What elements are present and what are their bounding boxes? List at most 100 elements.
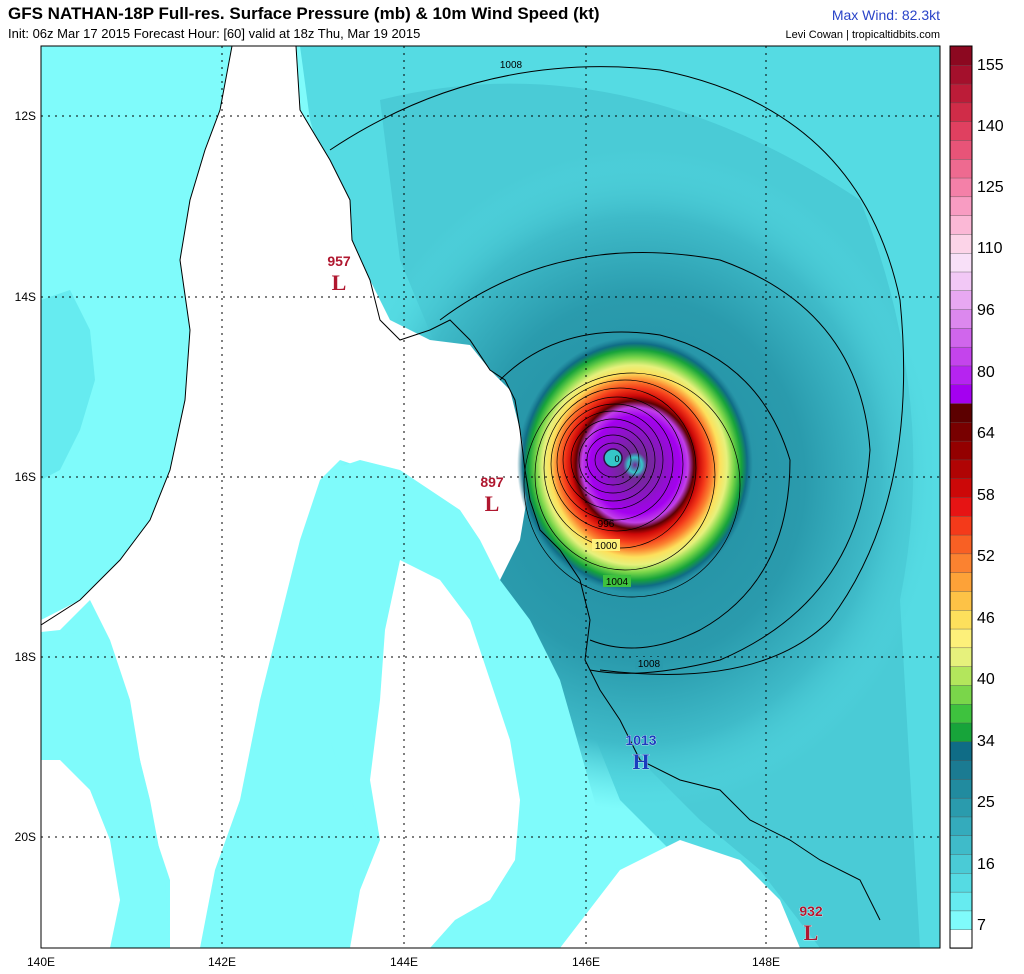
chart-title: GFS NATHAN-18P Full-res. Surface Pressur… <box>8 4 600 23</box>
colorbar-swatch <box>949 647 973 667</box>
colorbar-swatch <box>949 421 973 442</box>
wind-field-gulf-patch <box>41 290 95 480</box>
colorbar-swatch <box>949 853 973 874</box>
colorbar-tick-label: 7 <box>977 917 986 934</box>
lon-label-146e: 146E <box>572 955 600 969</box>
colorbar-swatch <box>949 590 973 611</box>
lon-label-140e: 140E <box>27 955 55 969</box>
credit-text: Levi Cowan | tropicaltidbits.com <box>785 29 940 41</box>
colorbar-swatch <box>949 402 973 423</box>
colorbar-tick-label: 125 <box>977 179 1004 196</box>
colorbar-swatch <box>949 816 973 836</box>
colorbar-swatch <box>949 308 973 329</box>
colorbar-swatch <box>949 609 973 630</box>
low-center-value: 932 <box>799 903 823 919</box>
low-center-symbol: L <box>485 491 500 516</box>
land-gulf-south <box>41 760 120 948</box>
low-center-symbol: L <box>804 920 819 945</box>
lat-label-14s: 14S <box>15 290 36 304</box>
high-center-value: 1013 <box>625 732 656 748</box>
colorbar-tick-label: 25 <box>977 794 995 811</box>
colorbar-swatch <box>949 177 973 198</box>
colorbar-swatch <box>949 872 973 893</box>
colorbar-frame <box>949 45 973 949</box>
colorbar-swatch <box>949 139 973 160</box>
colorbar-tick-label: 64 <box>977 425 995 442</box>
grid-lines <box>41 46 940 948</box>
lon-label-142e: 142E <box>208 955 236 969</box>
eye-label: 0 <box>614 454 619 464</box>
map-frame <box>40 45 941 949</box>
colorbar-swatch <box>949 64 973 85</box>
isobar-label: 1008 <box>638 659 661 670</box>
land-south-coast <box>560 840 800 948</box>
isobars-outer <box>329 66 905 675</box>
cyclone-core <box>517 337 753 593</box>
colorbar-tick-label: 96 <box>977 302 995 319</box>
colorbar-swatch <box>949 233 973 254</box>
coastline-gulf <box>41 46 233 626</box>
isobars-inner <box>523 372 741 598</box>
colorbar-swatch <box>949 571 973 592</box>
colorbar-swatch <box>949 684 973 705</box>
colorbar-swatch <box>949 478 973 498</box>
colorbar-swatch <box>949 797 973 818</box>
colorbar-swatch <box>949 83 973 104</box>
colorbar-swatch <box>949 703 973 724</box>
colorbar-swatch <box>949 271 973 291</box>
lon-label-148e: 148E <box>752 955 780 969</box>
colorbar-swatch <box>949 327 973 348</box>
lat-label-18s: 18S <box>15 650 36 664</box>
colorbar-tick-label: 140 <box>977 118 1004 135</box>
colorbar-swatch <box>949 835 973 855</box>
land-cape-york <box>41 46 530 948</box>
colorbar-swatch <box>949 891 973 912</box>
colorbar <box>949 45 973 949</box>
low-center-value: 897 <box>480 474 504 490</box>
isobar-label: 996 <box>598 519 615 530</box>
colorbar-swatch <box>949 496 973 517</box>
colorbar-swatch <box>949 120 973 141</box>
low-center-value: 957 <box>327 253 351 269</box>
colorbar-swatch <box>949 741 973 761</box>
colorbar-swatch <box>949 628 973 649</box>
low-center-symbol: L <box>332 270 347 295</box>
colorbar-swatch <box>949 722 973 742</box>
colorbar-swatch <box>949 346 973 367</box>
isobar-label: 1008 <box>500 60 523 71</box>
colorbar-tick-label: 46 <box>977 610 995 627</box>
colorbar-tick-label: 34 <box>977 733 995 750</box>
colorbar-swatch <box>949 534 973 555</box>
colorbar-tick-label: 40 <box>977 671 995 688</box>
colorbar-swatch <box>949 778 973 799</box>
lat-label-20s: 20S <box>15 830 36 844</box>
colorbar-swatch <box>949 158 973 179</box>
lat-label-16s: 16S <box>15 470 36 484</box>
cyclone-eye <box>603 448 623 468</box>
colorbar-tick-label: 52 <box>977 548 995 565</box>
colorbar-swatch <box>949 440 973 461</box>
colorbar-swatch <box>949 365 973 385</box>
colorbar-tick-label: 110 <box>977 240 1003 257</box>
colorbar-swatch <box>949 290 973 310</box>
colorbar-swatch <box>949 214 973 235</box>
colorbar-swatch <box>949 459 973 479</box>
colorbar-tick-label: 155 <box>977 57 1004 74</box>
coastline-east <box>295 46 881 921</box>
isobar-label: 1004 <box>606 577 629 588</box>
colorbar-swatch <box>949 929 973 949</box>
lat-label-12s: 12S <box>15 109 36 123</box>
colorbar-swatch <box>949 665 973 686</box>
colorbar-swatch <box>949 910 973 930</box>
colorbar-swatch <box>949 252 973 273</box>
colorbar-swatch <box>949 102 973 122</box>
lon-label-144e: 144E <box>390 955 418 969</box>
colorbar-swatch <box>949 515 973 536</box>
colorbar-swatch <box>949 196 973 216</box>
colorbar-swatch <box>949 384 973 404</box>
colorbar-swatch <box>949 553 973 573</box>
high-center-symbol: H <box>632 749 649 774</box>
colorbar-swatch <box>949 45 973 66</box>
forecast-info: Init: 06z Mar 17 2015 Forecast Hour: [60… <box>8 26 421 41</box>
